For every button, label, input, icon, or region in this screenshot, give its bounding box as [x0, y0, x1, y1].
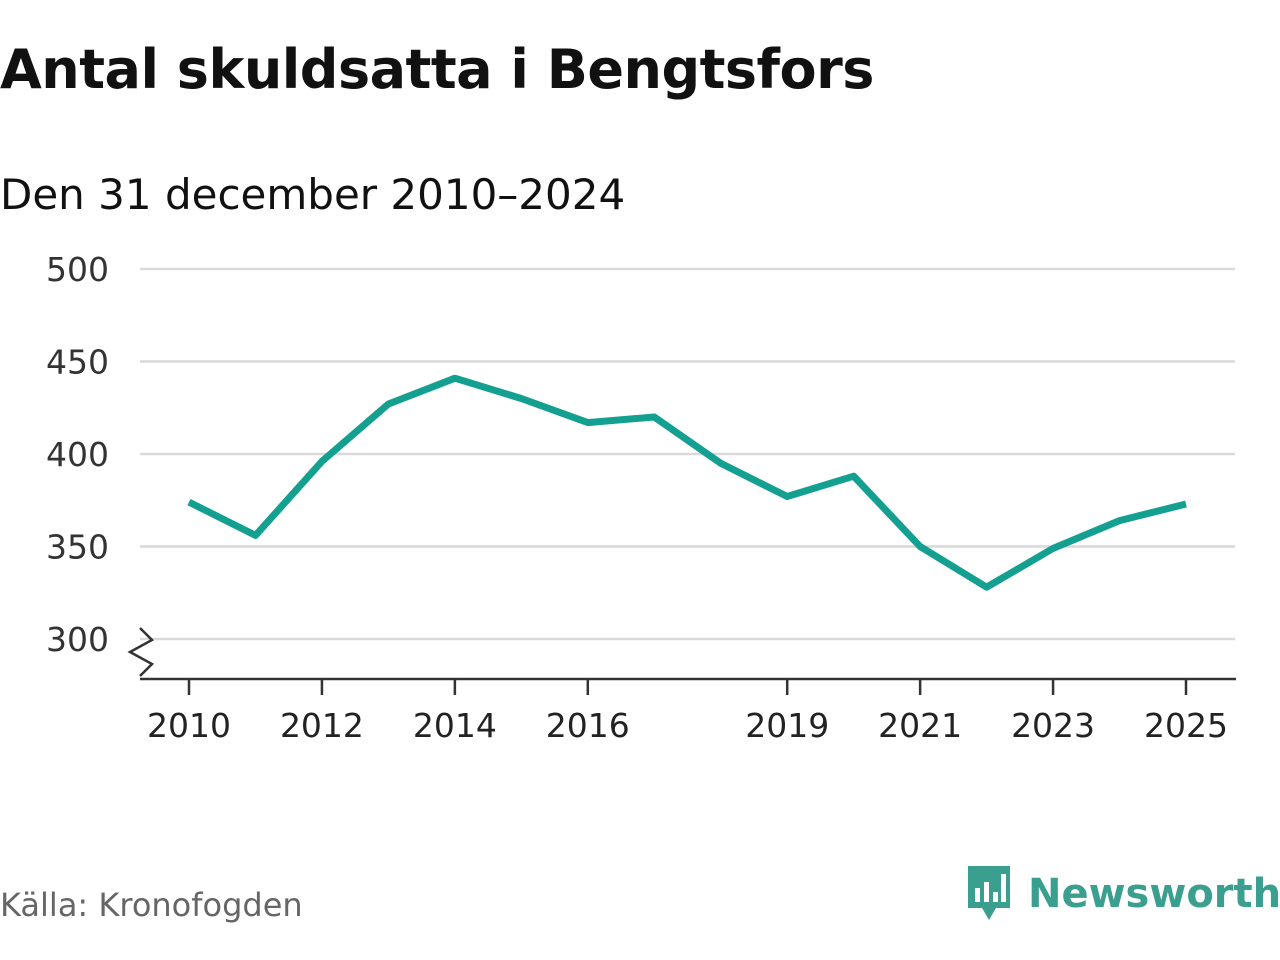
y-tick-label: 300 [46, 620, 109, 659]
x-tick-label: 2025 [1144, 706, 1228, 745]
series-layer [186, 374, 1190, 591]
data-point [584, 419, 591, 426]
y-axis-ticks: 300 350 400 450 500 [46, 250, 109, 659]
y-axis-break-mark [127, 627, 155, 677]
data-point [318, 458, 325, 465]
data-point [252, 532, 259, 539]
data-point [784, 493, 791, 500]
y-tick-label: 400 [46, 435, 109, 474]
brand-name: Newsworthy [1028, 871, 1280, 917]
source-note: Källa: Kronofogden [0, 886, 303, 924]
series-line [187, 374, 1187, 591]
x-axis-ticks: 2010 2012 2014 2016 2019 2021 2023 2025 [147, 679, 1228, 745]
data-point [451, 375, 458, 382]
x-tick-label: 2014 [413, 706, 497, 745]
x-tick-label: 2023 [1011, 706, 1095, 745]
x-tick-label: 2019 [745, 706, 829, 745]
gridlines [140, 267, 1235, 641]
y-tick-label: 500 [46, 250, 109, 289]
line-chart: 300 350 400 450 500 2010 2012 2014 2016 2019 2021… [46, 250, 1236, 745]
chart-title: Antal skuldsatta i Bengtsfors [0, 38, 874, 101]
brand-logo: Newsworthy [964, 864, 1280, 924]
x-tick-label: 2012 [280, 706, 364, 745]
x-axis [127, 627, 1236, 681]
data-point [850, 473, 857, 480]
chart-subtitle: Den 31 december 2010–2024 [0, 170, 626, 219]
x-tick-label: 2010 [147, 706, 231, 745]
data-point [651, 414, 658, 421]
newsworthy-logo-icon [968, 866, 1010, 920]
x-tick-label: 2021 [878, 706, 962, 745]
data-point [385, 401, 392, 408]
data-point [983, 584, 990, 591]
x-tick-label: 2016 [546, 706, 630, 745]
data-point [917, 543, 924, 550]
y-tick-label: 450 [46, 343, 109, 382]
data-point [1116, 517, 1123, 524]
data-point [1050, 545, 1057, 552]
data-point [1183, 500, 1190, 507]
data-point [186, 499, 193, 506]
y-tick-label: 350 [46, 528, 109, 567]
data-point [717, 460, 724, 467]
data-point [518, 395, 525, 402]
